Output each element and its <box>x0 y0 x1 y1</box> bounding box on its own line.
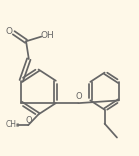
Text: CH₃: CH₃ <box>5 120 19 129</box>
Text: O: O <box>26 116 32 125</box>
Text: OH: OH <box>41 31 54 40</box>
Text: O: O <box>75 93 82 101</box>
Text: O: O <box>5 27 12 36</box>
